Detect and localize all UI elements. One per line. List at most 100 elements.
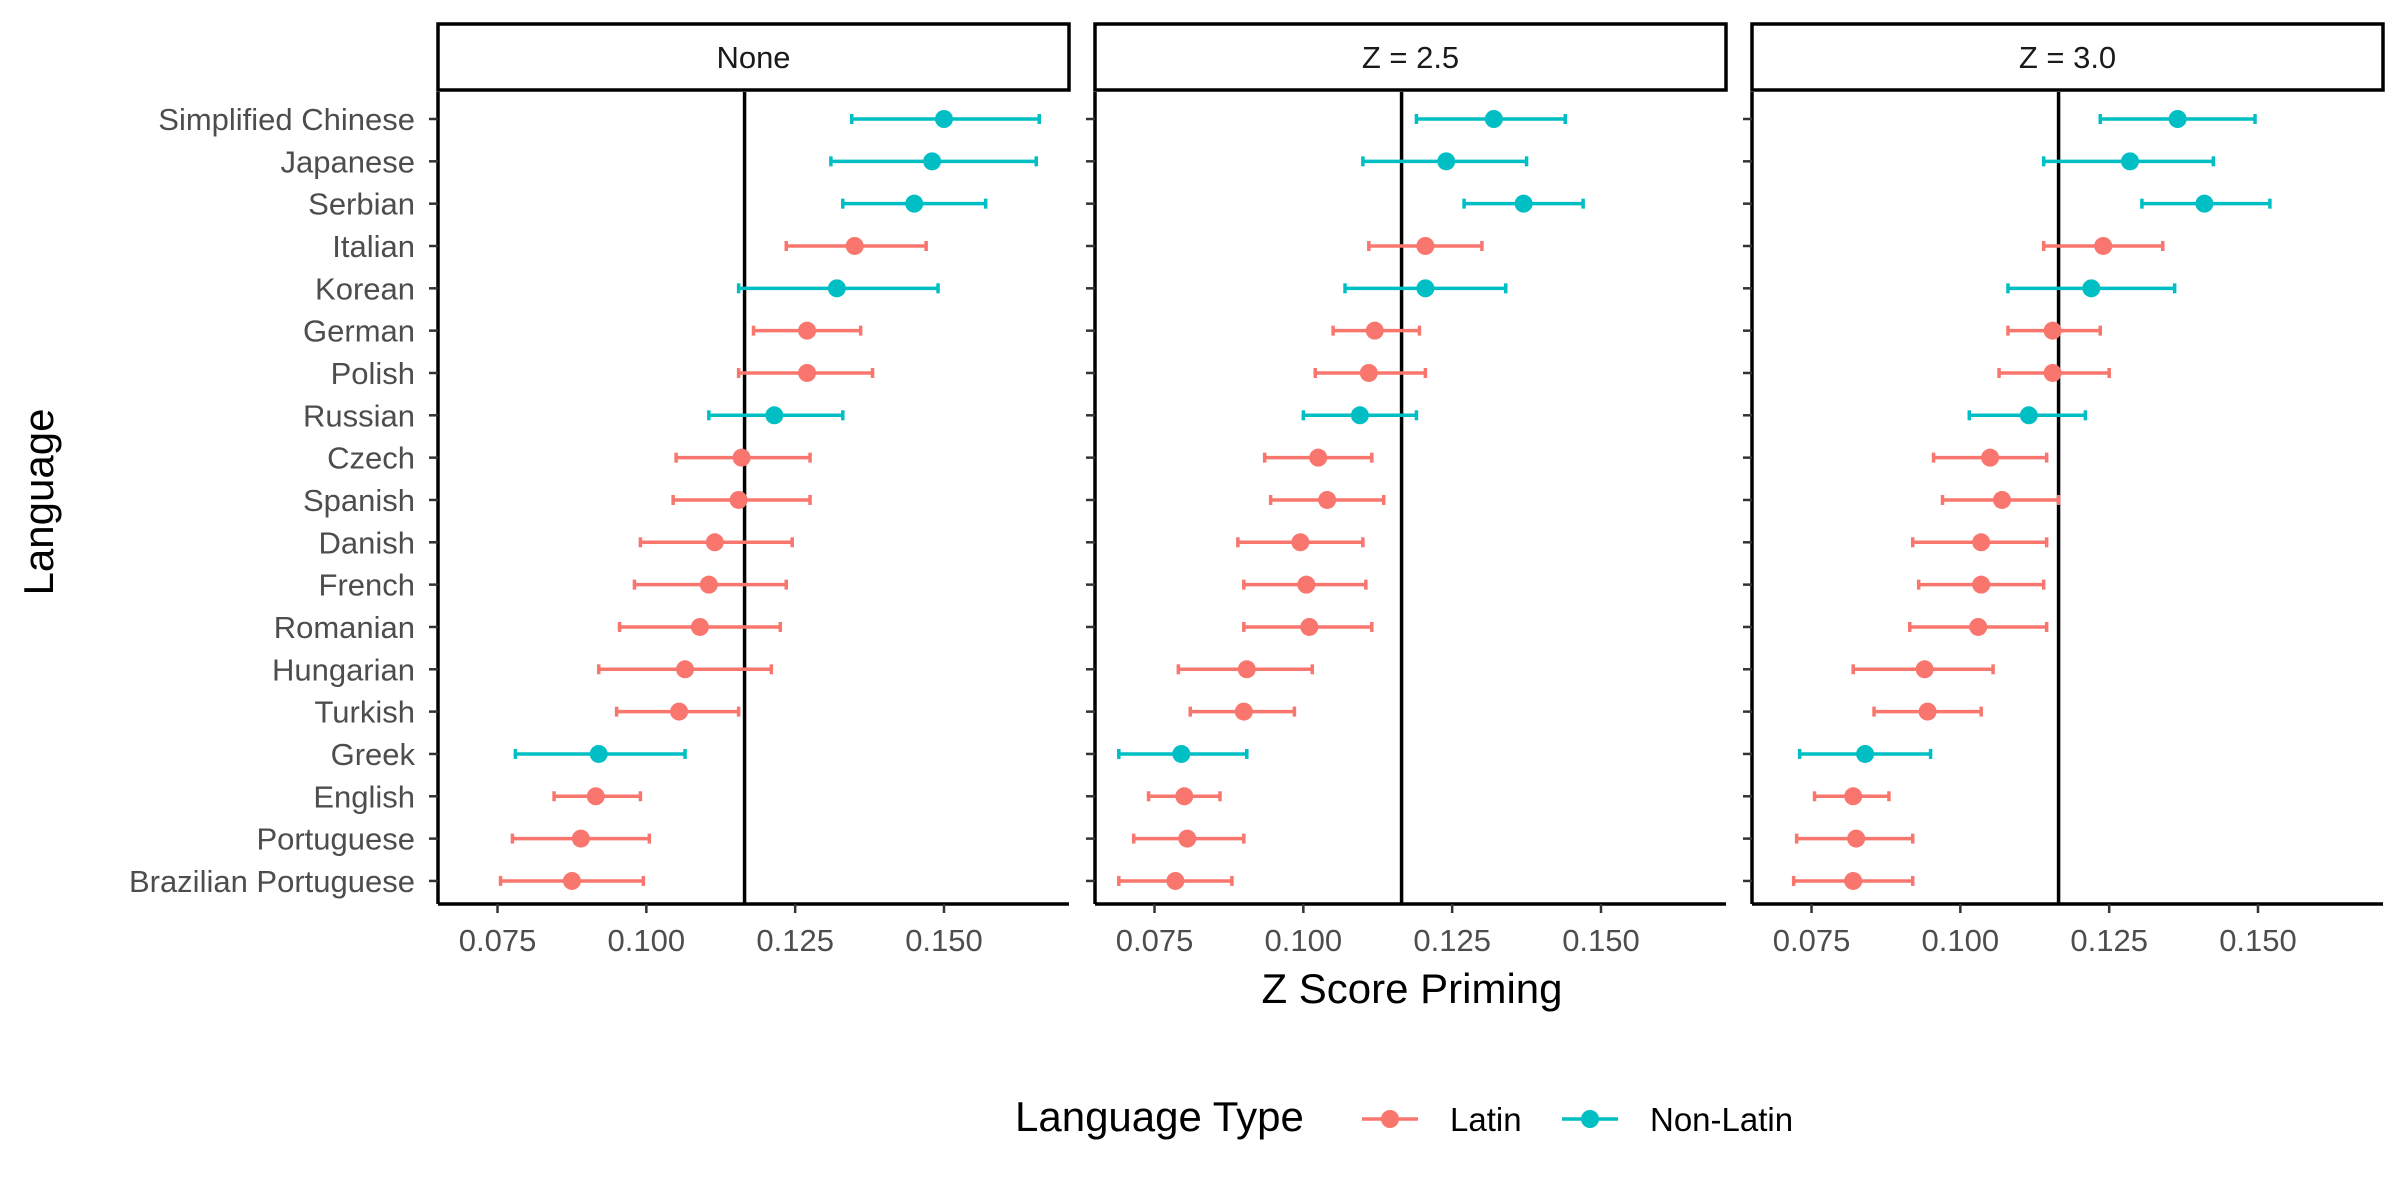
data-point xyxy=(1300,617,1319,636)
data-point xyxy=(2019,406,2038,425)
legend-key: Latin xyxy=(1362,1101,1522,1138)
data-point xyxy=(670,702,689,721)
y-tick-labels: Simplified Chinese Japanese Serbian Italian… xyxy=(129,102,416,899)
x-tick-label: 0.075 xyxy=(1773,923,1851,958)
data-point xyxy=(589,744,608,763)
x-tick-label: 0.075 xyxy=(459,923,537,958)
legend-label: Non-Latin xyxy=(1650,1101,1793,1138)
y-tick-label: Korean xyxy=(315,271,415,306)
data-point xyxy=(1844,871,1863,890)
legend-key-point xyxy=(1581,1110,1599,1128)
data-point xyxy=(2121,152,2140,171)
x-tick-label: 0.150 xyxy=(905,923,983,958)
facet-strip-label: Z = 3.0 xyxy=(2019,40,2116,75)
y-tick-label: Simplified Chinese xyxy=(158,102,415,137)
data-point xyxy=(1856,744,1875,763)
data-point xyxy=(732,448,751,467)
data-point xyxy=(1166,871,1185,890)
x-tick-label: 0.125 xyxy=(756,923,834,958)
data-point xyxy=(1981,448,2000,467)
data-point xyxy=(1514,194,1533,213)
y-tick-label: Greek xyxy=(331,737,416,772)
data-point xyxy=(1309,448,1328,467)
data-point xyxy=(1969,617,1988,636)
legend-label: Latin xyxy=(1450,1101,1522,1138)
y-tick-label: Turkish xyxy=(315,695,415,730)
data-point xyxy=(798,321,817,340)
data-point xyxy=(690,617,709,636)
y-tick-label: Danish xyxy=(319,525,416,560)
facet-strip xyxy=(436,22,1071,92)
data-point xyxy=(1359,363,1378,382)
x-tick-label: 0.075 xyxy=(1116,923,1194,958)
data-point xyxy=(586,787,605,806)
data-point xyxy=(676,660,695,679)
x-axis-title: Z Score Priming xyxy=(1261,965,1562,1012)
facet-strip xyxy=(1093,22,1728,92)
data-point xyxy=(1844,787,1863,806)
data-point xyxy=(2043,321,2062,340)
x-tick-label: 0.125 xyxy=(2070,923,2148,958)
facet-panel: None 0.075 0.100 0.125 0.150 xyxy=(429,22,1071,958)
data-point xyxy=(1178,829,1197,848)
data-point xyxy=(729,490,748,509)
data-point xyxy=(798,363,817,382)
data-point xyxy=(1172,744,1191,763)
data-point xyxy=(1972,575,1991,594)
data-point xyxy=(1297,575,1316,594)
data-point xyxy=(699,575,718,594)
y-tick-label: Brazilian Portuguese xyxy=(129,864,415,899)
data-point xyxy=(845,236,864,255)
data-point xyxy=(934,110,953,128)
y-tick-label: Hungarian xyxy=(272,652,415,687)
y-tick-label: Czech xyxy=(327,441,415,476)
data-point xyxy=(1972,533,1991,552)
y-tick-label: Spanish xyxy=(303,483,415,518)
y-tick-label: Romanian xyxy=(274,610,415,645)
y-tick-label: Italian xyxy=(332,229,415,264)
y-tick-label: English xyxy=(313,779,415,814)
data-point xyxy=(1237,660,1256,679)
y-tick-label: German xyxy=(303,314,415,349)
data-point xyxy=(571,829,590,848)
facet-strip xyxy=(1750,22,2385,92)
data-point xyxy=(827,279,846,298)
legend-title: Language Type xyxy=(1015,1093,1304,1140)
data-point xyxy=(1416,236,1435,255)
data-point xyxy=(923,152,942,171)
data-point xyxy=(705,533,724,552)
y-tick-label: Russian xyxy=(303,398,415,433)
facet-panels: None 0.075 0.100 0.125 0.150 Z = 2.5 0.075 0.10… xyxy=(429,22,2385,958)
data-point xyxy=(1918,702,1937,721)
y-tick-label: Portuguese xyxy=(256,822,415,857)
data-point xyxy=(1416,279,1435,298)
data-point xyxy=(2082,279,2101,298)
data-point xyxy=(1291,533,1310,552)
x-tick-label: 0.150 xyxy=(2219,923,2297,958)
legend-key: Non-Latin xyxy=(1562,1101,1793,1138)
legend: Language Type Latin Non-Latin xyxy=(1015,1093,1793,1140)
data-point xyxy=(562,871,581,890)
data-point xyxy=(1993,490,2012,509)
x-tick-label: 0.100 xyxy=(608,923,686,958)
data-point xyxy=(1234,702,1253,721)
y-tick-label: Serbian xyxy=(308,187,415,222)
y-tick-label: French xyxy=(319,568,415,603)
x-tick-label: 0.150 xyxy=(1562,923,1640,958)
data-point xyxy=(2094,236,2113,255)
data-point xyxy=(1350,406,1369,425)
data-point xyxy=(1847,829,1866,848)
data-point xyxy=(765,406,784,425)
data-point xyxy=(905,194,924,213)
data-point xyxy=(1915,660,1934,679)
y-tick-label: Japanese xyxy=(281,144,415,179)
y-tick-label: Polish xyxy=(331,356,415,391)
facet-panel: Z = 2.5 0.075 0.100 0.125 0.150 xyxy=(1086,22,1728,958)
data-point xyxy=(2195,194,2214,213)
facet-strip-label: Z = 2.5 xyxy=(1362,40,1459,75)
y-axis-title: Language xyxy=(15,409,62,596)
data-point xyxy=(1484,110,1503,128)
data-point xyxy=(2168,110,2187,128)
data-point xyxy=(2043,363,2062,382)
